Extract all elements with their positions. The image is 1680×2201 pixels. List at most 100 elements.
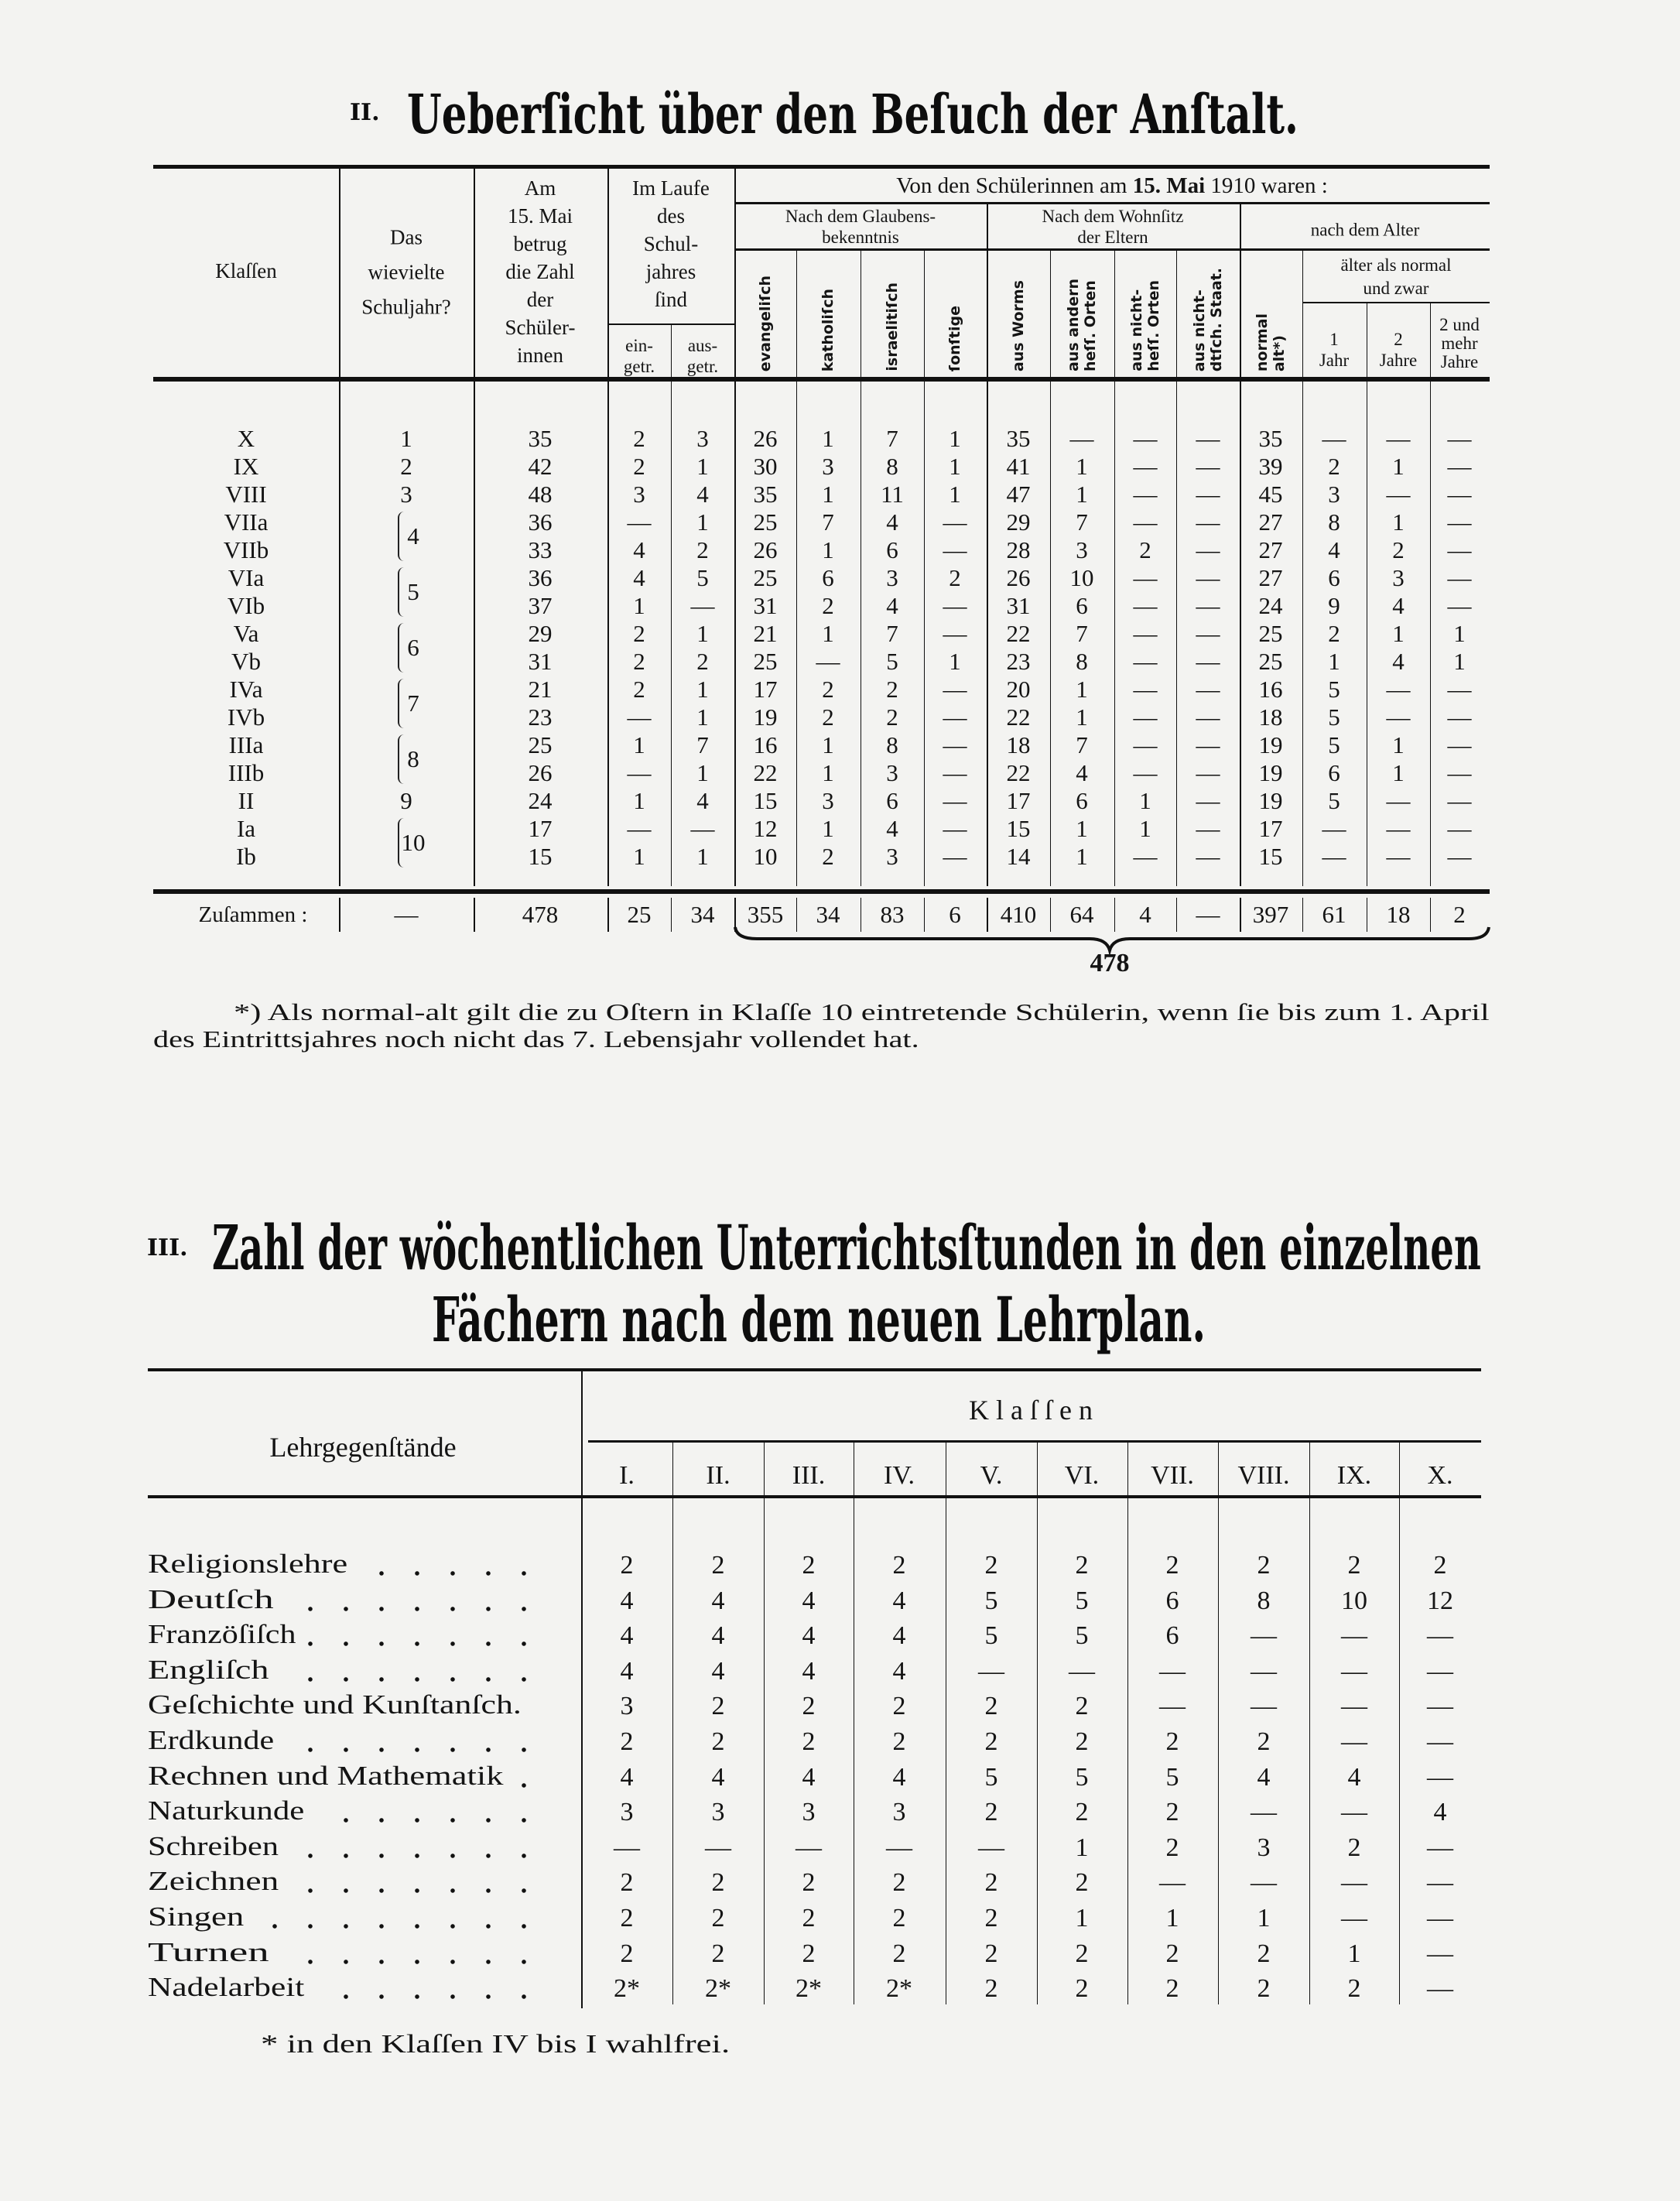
cell-value: 1 (822, 481, 834, 508)
cell-value: 27 (1258, 508, 1283, 536)
footnote-line-2: des Eintrittsjahres noch nicht das 7. Le… (153, 1025, 919, 1053)
cell-value: 3 (696, 425, 709, 452)
cell-value: 7 (822, 508, 834, 536)
cell-value: 2 (822, 703, 834, 731)
class-column-header: X. (1427, 1461, 1453, 1490)
cell-value: — (1196, 453, 1220, 480)
hours-value: 2 (1075, 1868, 1089, 1898)
leader-dots (532, 1711, 542, 1718)
cell-value: 8 (886, 731, 898, 758)
hours-value: 2 (620, 1727, 634, 1756)
cell-value: 23 (528, 703, 553, 731)
cell-value: — (1447, 703, 1472, 731)
cell-value: — (943, 759, 967, 786)
cell-value: 22 (1006, 703, 1031, 731)
cell-value: 4 (1392, 648, 1405, 675)
cell-value: 15 (528, 843, 553, 870)
cell-value: — (1447, 564, 1472, 591)
horizontal-rule (734, 248, 1490, 251)
cell-value: 1 (633, 843, 645, 870)
hours-value: 2 (1257, 1974, 1271, 2004)
header-line: jahres (645, 260, 696, 283)
cell-value: 4 (633, 536, 645, 563)
cell-value: 1 (1076, 703, 1088, 731)
cell-value: 1 (633, 592, 645, 619)
header-line: ein- (625, 336, 653, 355)
cell-value: 31 (1006, 592, 1031, 619)
header-line: 2 (1394, 330, 1403, 349)
cell-value: 18 (1006, 731, 1031, 758)
vertical-rule (1302, 898, 1303, 932)
hours-value: 4 (711, 1762, 725, 1792)
hours-value: 2 (711, 1551, 725, 1580)
schuljahr-bracket (398, 818, 404, 868)
cell-value: 35 (753, 481, 778, 508)
hours-value: — (1251, 1692, 1277, 1721)
cell-value: 19 (753, 703, 778, 731)
cell-value: 4 (1328, 536, 1340, 563)
cell-value: 6 (886, 536, 898, 563)
hours-value: 3 (620, 1798, 634, 1827)
section-number: III. (147, 1234, 188, 1261)
cell-value: 41 (1006, 453, 1031, 480)
col-header-2-jahre: 2 Jahre (1380, 329, 1418, 371)
hours-value: 2 (984, 1974, 998, 2004)
cell-value: 1 (696, 703, 709, 731)
hours-value: — (1341, 1621, 1367, 1651)
cell-value: — (627, 815, 652, 842)
cell-value: 2 (886, 703, 898, 731)
cell-value: 3 (822, 787, 834, 814)
cell-value: — (1196, 648, 1220, 675)
header-line: Nach dem Glaubens- (785, 207, 936, 226)
cell-value: 35 (528, 425, 553, 452)
cell-value: — (627, 703, 652, 731)
footnote-line-1: *) Als normal-alt gilt die zu Oſtern in … (234, 998, 1490, 1025)
hours-value: 4 (620, 1621, 634, 1651)
vertical-rule (581, 1370, 583, 2008)
cell-value: 39 (1258, 453, 1283, 480)
subject-label: Rechnen und Mathematik (148, 1760, 504, 1791)
cell-value: 12 (753, 815, 778, 842)
cell-value: — (1196, 425, 1220, 452)
cell-value: — (1447, 481, 1472, 508)
cell-value: 8 (886, 453, 898, 480)
horizontal-rule (588, 1440, 1481, 1443)
hours-value: 4 (892, 1586, 906, 1615)
vertical-rule (607, 898, 609, 932)
schuljahr-value: 4 (407, 522, 419, 549)
row-klasse: X (237, 425, 255, 452)
vertical-rule (924, 898, 925, 932)
vertical-rule (796, 250, 797, 886)
cell-value: 1 (1392, 620, 1405, 647)
vertical-rule (1176, 250, 1177, 886)
cell-value: 4 (633, 564, 645, 591)
cell-value: — (1322, 815, 1346, 842)
hours-value: 8 (1257, 1586, 1271, 1615)
hours-value: — (1427, 1974, 1453, 2004)
hours-value: 6 (1165, 1586, 1179, 1615)
horizontal-rule (734, 202, 1490, 204)
vertical-rule (671, 323, 672, 886)
cell-value: 1 (822, 425, 834, 452)
header-line: Im Laufe (632, 176, 710, 200)
hours-value: — (1069, 1656, 1095, 1686)
vertical-rule (1114, 898, 1115, 932)
cell-value: — (1133, 425, 1158, 452)
hours-value: 10 (1341, 1586, 1367, 1615)
leader-dots (289, 1888, 542, 1895)
row-klasse: IX (233, 453, 259, 480)
subject-label: Naturkunde (148, 1795, 305, 1826)
leader-dots (358, 1570, 542, 1576)
hours-value: 3 (711, 1798, 725, 1827)
cell-value: 33 (528, 536, 553, 563)
vertical-rule (796, 898, 797, 932)
hours-value: 2 (984, 1939, 998, 1968)
cell-value: 27 (1258, 536, 1283, 563)
cell-value: 17 (1006, 787, 1031, 814)
cell-value: 2 (633, 648, 645, 675)
cell-value: — (1196, 843, 1220, 870)
cell-value: 48 (528, 481, 553, 508)
col-header-zahl: Am 15. Mai betrug die Zahl der Schüler-innen (505, 174, 576, 369)
vertical-rule (1114, 250, 1115, 886)
cell-value: 5 (1328, 787, 1340, 814)
